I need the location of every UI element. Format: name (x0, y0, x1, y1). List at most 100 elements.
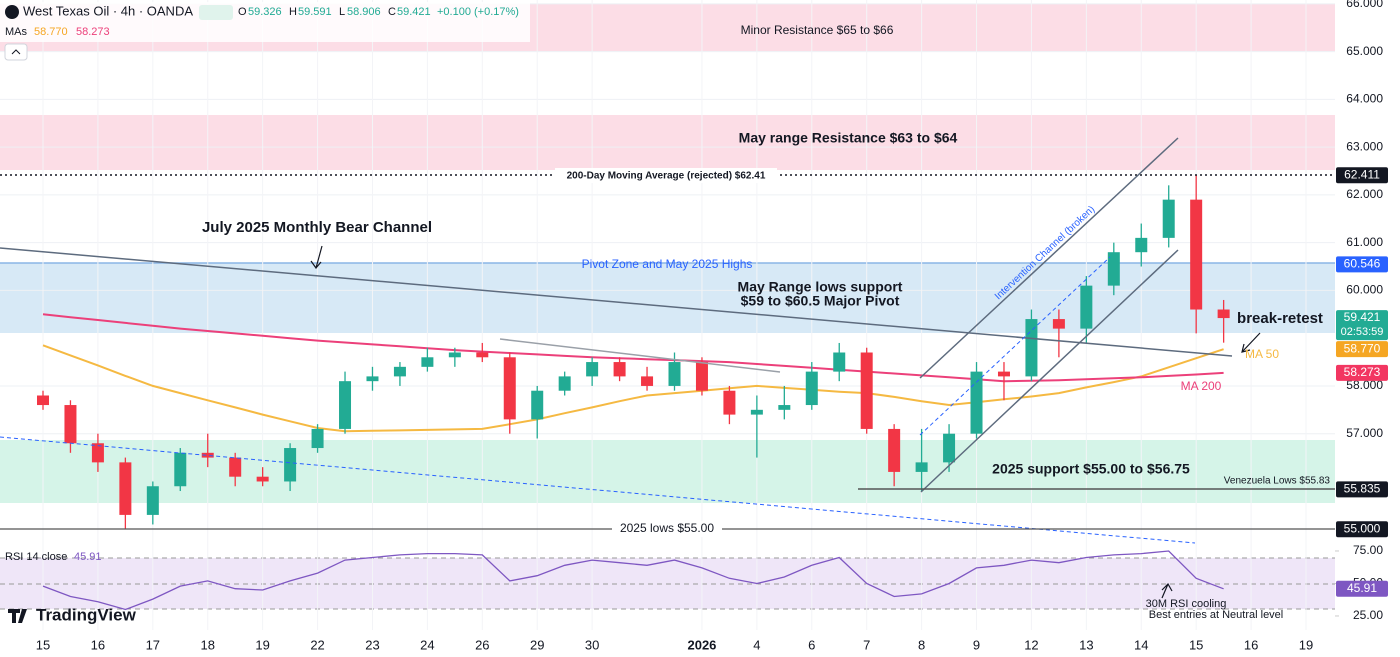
y-tick-label: 62.000 (1346, 187, 1383, 201)
candle-body (805, 371, 818, 406)
x-tick-label: 26 (475, 637, 489, 652)
candle-body (723, 390, 736, 415)
candle-body (1162, 199, 1175, 238)
candle-body (393, 366, 406, 377)
price-badge (1336, 521, 1388, 538)
drawings (0, 137, 1335, 599)
channel-lower (920, 249, 1179, 493)
price-badge-label: 55.835 (1344, 482, 1381, 496)
x-tick-label: 12 (1024, 637, 1038, 652)
candle-body (1107, 252, 1120, 286)
rsi-badge (1336, 580, 1388, 597)
candle-body (833, 352, 846, 372)
rsi-line (42, 550, 1224, 611)
rsi-badge-label: 45.91 (1347, 581, 1377, 595)
candle-body (91, 443, 104, 463)
candle-body (37, 395, 49, 406)
ohlc-change: +0.100 (+0.17%) (437, 6, 519, 18)
ma-value: 58.273 (76, 26, 110, 38)
price-badge-label: 60.546 (1344, 257, 1381, 271)
moving-average (42, 344, 1224, 433)
ma-value: 58.770 (34, 26, 68, 38)
y-tick-label: 61.000 (1346, 235, 1383, 249)
annotation: May range Resistance $63 to $64 (739, 130, 958, 146)
price-badge (1336, 167, 1388, 184)
x-tick-label: 7 (863, 637, 870, 652)
price-badge-label: 55.000 (1344, 521, 1381, 535)
candle-body (421, 357, 434, 367)
rsi-value: 45.91 (74, 551, 102, 563)
candle-body (1190, 199, 1203, 310)
price-badge (1336, 481, 1388, 498)
candle-body (531, 390, 544, 420)
label-bg (612, 521, 722, 537)
price-badge-label: 58.273 (1344, 365, 1381, 379)
x-tick-label: 16 (1244, 637, 1258, 652)
annotation: break-retest (1237, 310, 1323, 327)
x-tick-label: 2026 (687, 637, 716, 652)
candle-body (503, 357, 516, 420)
candle-body (778, 405, 791, 410)
x-tick-label: 6 (808, 637, 815, 652)
candle-body (146, 486, 159, 515)
x-tick-label: 8 (918, 637, 925, 652)
arrow (1161, 583, 1173, 599)
annotation: 2025 support $55.00 to $56.75 (992, 461, 1190, 477)
candle-body (201, 452, 214, 458)
candle-body (668, 362, 681, 386)
y-tick-label: 57.000 (1346, 426, 1383, 440)
header-bg (0, 2, 530, 42)
price-badge-label: 59.421 (1344, 310, 1381, 324)
candle-body (448, 352, 461, 358)
candle-body (284, 448, 297, 482)
ma-header: MAs (5, 26, 28, 38)
candle-body (997, 371, 1010, 377)
x-tick-label: 16 (91, 637, 105, 652)
support-zone (0, 440, 1335, 503)
y-tick-label: 63.000 (1346, 139, 1383, 153)
moving-average (42, 313, 1224, 383)
annotation: $59 to $60.5 Major Pivot (741, 293, 900, 309)
annotation: Minor Resistance $65 to $66 (741, 23, 894, 37)
symbol-title: West Texas Oil · 4h · OANDA (23, 3, 193, 18)
ohlc-value: 59.421 (397, 6, 431, 18)
x-tick-label: 29 (530, 637, 544, 652)
arrow (1241, 332, 1261, 353)
candle-body (558, 376, 571, 391)
candle-body (119, 462, 132, 515)
pivot-zone (0, 263, 1335, 333)
y-tick-label: 60.000 (1346, 283, 1383, 297)
y-tick-label: 66.000 (1346, 0, 1383, 10)
candle-body (256, 476, 269, 482)
candle-body (174, 452, 187, 487)
ohlc-key: O (238, 6, 247, 18)
annotation: July 2025 Monthly Bear Channel (202, 219, 432, 236)
candle-body (1217, 309, 1230, 319)
price-badge (1336, 364, 1388, 381)
candle-body (750, 409, 763, 415)
candle-body (366, 376, 379, 382)
x-tick-label: 15 (1189, 637, 1203, 652)
y-tick-label: 65.000 (1346, 44, 1383, 58)
ohlc-key: L (339, 6, 345, 18)
price-badge (1336, 256, 1388, 273)
rsi-label: RSI 14 close (5, 551, 67, 563)
candle-body (943, 433, 956, 463)
annotation: 30M RSI cooling (1146, 598, 1227, 610)
dashed-trend-line (0, 436, 1196, 544)
candle-body (1052, 319, 1065, 329)
annotation: 2025 lows $55.00 (620, 521, 714, 535)
x-tick-label: 19 (1299, 637, 1313, 652)
candle-body (476, 352, 489, 358)
logo-mark (8, 609, 27, 623)
candle-body (888, 428, 901, 472)
annotation: Best entries at Neutral level (1149, 609, 1284, 621)
grey-trend-line (499, 338, 781, 373)
candle-body (695, 362, 708, 391)
status-badge (199, 5, 233, 20)
candle-body (613, 362, 626, 377)
candle-body (586, 362, 599, 377)
collapse-button[interactable] (4, 43, 28, 61)
price-badge-sub: 02:53:59 (1341, 326, 1384, 338)
